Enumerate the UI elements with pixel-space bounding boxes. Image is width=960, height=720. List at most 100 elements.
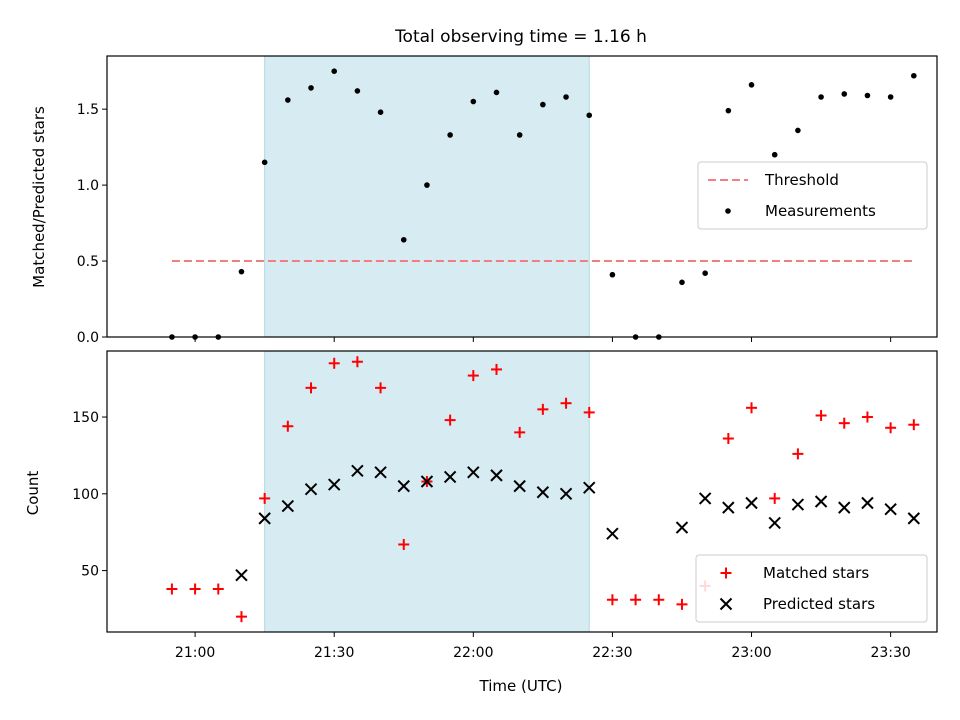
- bottom-predicted-star-point: [467, 466, 480, 479]
- top-measurement-point: [377, 109, 384, 115]
- top-shaded-interval: [264, 55, 590, 338]
- bottom-matched-star-point: [792, 448, 804, 460]
- legend-matched-swatch: [720, 567, 732, 579]
- top-measurement-point: [864, 92, 871, 99]
- bottom-predicted-star-point: [606, 527, 619, 540]
- legend-box: [697, 161, 928, 230]
- legend-label: Measurements: [765, 202, 876, 220]
- bottom-y-tick-label: 50: [81, 564, 99, 580]
- bottom-matched-star-point: [189, 583, 201, 595]
- bottom-matched-star-point: [514, 426, 526, 438]
- bottom-x-tick-label: 21:30: [314, 645, 354, 661]
- top-measurement-point: [400, 236, 407, 243]
- x-marker-b: [698, 492, 712, 505]
- top-measurement-point: [285, 97, 291, 103]
- bottom-matched-star-point: [885, 422, 897, 434]
- bottom-x-tick-label: 23:30: [870, 645, 910, 661]
- top-measurement-point: [725, 107, 732, 114]
- top-measurement-point: [354, 88, 361, 94]
- bottom-x-tick-label: 22:30: [592, 645, 632, 661]
- bottom-predicted-star-point: [791, 498, 805, 511]
- bottom-matched-star-point: [560, 397, 572, 409]
- top-measurement-point: [795, 127, 801, 134]
- x-marker-b: [559, 487, 573, 501]
- x-marker-b: [490, 469, 503, 482]
- x-marker-b: [745, 496, 758, 510]
- bottom-y-tick-label: 150: [72, 410, 99, 426]
- x-marker-b: [397, 479, 410, 493]
- top-measurement-point: [887, 94, 894, 100]
- top-measurement-point: [818, 94, 824, 100]
- legend-measurement-swatch: [725, 208, 731, 214]
- bottom-matched-star-point: [328, 357, 340, 369]
- x-marker-b: [536, 486, 550, 499]
- bottom-matched-star-point: [861, 411, 873, 423]
- top-axes-frame: [106, 55, 938, 338]
- top-measurement-point: [679, 279, 685, 286]
- legend-label: Matched stars: [763, 564, 869, 582]
- x-marker-b: [719, 597, 733, 611]
- x-marker-b: [791, 498, 805, 511]
- legend-label: Threshold: [764, 171, 839, 189]
- x-marker-b: [722, 501, 735, 514]
- x-marker-b: [907, 512, 921, 525]
- x-marker-b: [814, 495, 828, 508]
- x-marker-b: [420, 475, 434, 488]
- bottom-predicted-star-point: [443, 470, 457, 484]
- x-marker-b: [304, 482, 318, 496]
- top-measurement-point: [540, 101, 546, 108]
- bottom-predicted-star-point: [675, 521, 689, 534]
- legend-box: [695, 554, 928, 623]
- bottom-predicted-star-point: [768, 516, 781, 530]
- bottom-predicted-star-point: [536, 486, 550, 499]
- x-marker-b: [583, 481, 596, 494]
- bottom-y-axis-title: Count: [24, 471, 42, 516]
- bottom-matched-star-point: [722, 433, 734, 445]
- bottom-predicted-star-point: [281, 499, 295, 513]
- top-y-tick-label: 1.5: [77, 102, 99, 118]
- top-measurement-point: [516, 132, 523, 138]
- top-measurement-point: [911, 72, 917, 79]
- top-measurement-point: [609, 271, 616, 278]
- bottom-matched-star-point: [398, 538, 410, 550]
- bottom-predicted-star-point: [397, 479, 410, 493]
- bottom-matched-star-point: [444, 414, 456, 426]
- bottom-predicted-star-point: [583, 481, 596, 494]
- bottom-matched-star-point: [259, 492, 271, 504]
- bottom-predicted-star-point: [884, 502, 897, 516]
- top-measurement-point: [771, 151, 778, 158]
- bottom-predicted-star-point: [907, 512, 921, 525]
- bottom-predicted-star-point: [722, 501, 735, 514]
- bottom-predicted-star-point: [374, 466, 387, 479]
- bottom-predicted-star-point: [351, 464, 364, 477]
- legend-predicted-swatch: [719, 597, 733, 611]
- bottom-x-tick-label: 21:00: [175, 645, 215, 661]
- top-y-tick-label: 0.0: [77, 330, 99, 346]
- top-measurement-point: [841, 91, 848, 97]
- bottom-predicted-star-point: [304, 482, 318, 496]
- bottom-predicted-star-point: [490, 469, 503, 482]
- legend-label: Predicted stars: [763, 595, 875, 613]
- top-measurement-point: [470, 98, 477, 105]
- x-marker-b: [675, 521, 689, 534]
- bottom-matched-star-point: [282, 420, 294, 432]
- bottom-predicted-star-point: [838, 501, 851, 514]
- x-axis-title: Time (UTC): [479, 677, 563, 695]
- top-measurement-point: [424, 182, 430, 188]
- bottom-x-tick-label: 23:00: [731, 645, 771, 661]
- bottom-predicted-star-point: [327, 478, 341, 491]
- top-measurement-point: [748, 82, 755, 88]
- bottom-matched-star-point: [746, 402, 758, 414]
- bottom-matched-star-point: [375, 382, 387, 394]
- x-marker-b: [513, 479, 526, 493]
- bottom-x-tick-label: 22:00: [453, 645, 493, 661]
- top-measurement-point: [702, 270, 708, 277]
- top-measurement-point: [331, 68, 338, 74]
- top-y-tick-label: 0.5: [77, 254, 99, 270]
- x-marker-b: [258, 512, 271, 525]
- top-measurement-point: [447, 132, 453, 138]
- bottom-matched-star-point: [351, 356, 363, 368]
- x-marker-b: [374, 466, 387, 479]
- bottom-matched-star-point: [653, 594, 665, 606]
- bottom-axes-frame: [106, 350, 938, 633]
